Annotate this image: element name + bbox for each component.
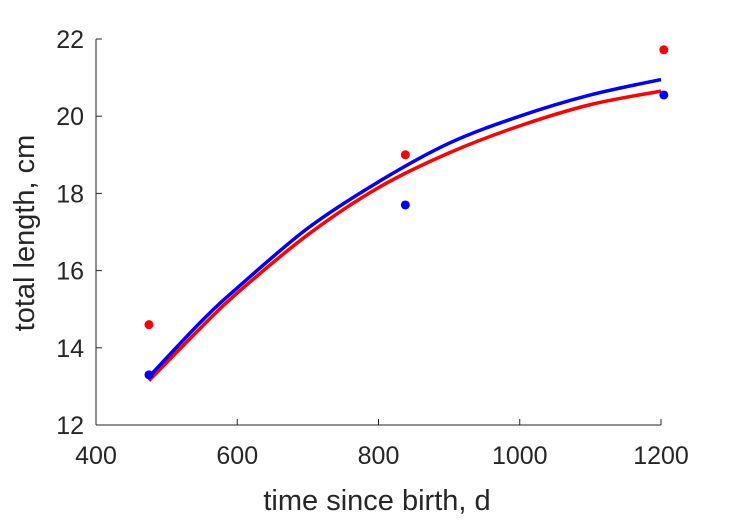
axes (95, 39, 661, 426)
data-point-red (659, 45, 669, 55)
data-points (144, 45, 669, 380)
y-tick-label: 12 (56, 412, 84, 440)
data-point-blue (400, 200, 410, 210)
data-point-blue (144, 370, 154, 380)
y-tick-label: 20 (56, 103, 84, 131)
fitted-curves (147, 77, 662, 382)
x-axis-label: time since birth, d (263, 485, 490, 517)
x-axis-ticks: 400 600 800 1000 1200 (75, 419, 689, 470)
fit-curve-red (147, 89, 662, 382)
y-axis-ticks: 12 14 16 18 20 22 (56, 26, 102, 440)
x-tick-label: 1000 (492, 442, 548, 470)
y-tick-label: 16 (56, 258, 84, 286)
y-tick-label: 18 (56, 180, 84, 208)
data-point-red (144, 320, 154, 330)
y-tick-label: 22 (56, 26, 84, 54)
data-point-blue (659, 90, 669, 100)
x-tick-label: 800 (358, 442, 400, 470)
x-tick-label: 600 (216, 442, 258, 470)
fit-curve-blue (147, 77, 662, 378)
y-axis-label: total length, cm (9, 135, 41, 332)
x-tick-label: 1200 (633, 442, 689, 470)
data-point-red (400, 150, 410, 160)
x-tick-label: 400 (75, 442, 117, 470)
y-tick-label: 14 (56, 335, 84, 363)
